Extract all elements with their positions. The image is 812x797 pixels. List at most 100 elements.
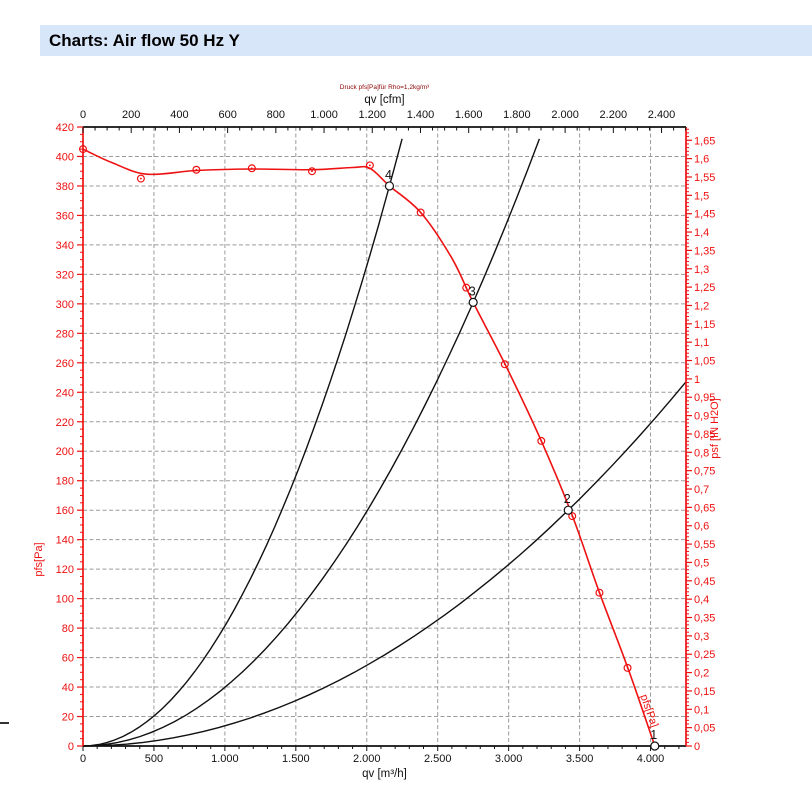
label: 260 (56, 358, 74, 370)
measured-point-dot (540, 440, 543, 442)
label: psf [IN H2O] (709, 398, 721, 459)
label: 2.000 (353, 753, 381, 765)
label: 0,8 (694, 447, 709, 459)
operating-point-marker (384, 181, 395, 191)
label: 800 (267, 109, 285, 121)
label: 200 (122, 109, 140, 121)
label: 4.000 (637, 753, 665, 765)
left-edge-mark (0, 722, 9, 724)
label: 0,1 (694, 704, 709, 716)
label: 0,45 (694, 576, 715, 588)
measured-point-dot (571, 515, 574, 517)
label: 2.000 (551, 109, 579, 121)
label: 240 (56, 387, 74, 399)
label: 3.500 (566, 753, 594, 765)
label: 1 (650, 728, 657, 742)
label: 0,2 (694, 668, 709, 680)
page-title: Charts: Air flow 50 Hz Y (40, 25, 812, 56)
label: 0 (68, 741, 74, 753)
label: 1.600 (455, 109, 483, 121)
label: 380 (56, 181, 74, 193)
measured-point-marker (568, 512, 577, 521)
measured-point-dot (503, 363, 506, 366)
measured-point-dot (311, 170, 313, 173)
label: 0,15 (694, 686, 715, 698)
measured-point-dot (465, 286, 468, 289)
gridlines (83, 127, 686, 746)
label: 100 (56, 594, 74, 606)
label: 0,85 (694, 429, 715, 441)
label: 1,4 (694, 227, 709, 239)
label: 1,25 (694, 282, 715, 294)
label: 40 (62, 682, 74, 694)
label: 20 (62, 712, 74, 724)
label: 0,55 (694, 539, 715, 551)
label: 1,1 (694, 337, 709, 349)
measured-point-marker (307, 167, 316, 176)
label: 200 (56, 446, 74, 458)
measured-point-marker (365, 161, 374, 170)
label: 2.200 (600, 109, 628, 121)
fan-curve: pfs[Pa] (78, 145, 660, 747)
label: 0,4 (694, 594, 709, 606)
label: 1,6 (694, 154, 709, 166)
label: 0,9 (694, 411, 709, 423)
operating-point-marker (563, 505, 573, 515)
label: qv [cfm] (364, 94, 404, 106)
label: 120 (56, 564, 74, 576)
label: 300 (56, 299, 74, 311)
label: 1.400 (407, 109, 435, 121)
measured-point-marker (247, 164, 256, 173)
measured-point-marker (537, 436, 546, 445)
left-axis: 0 20 40 60 80 100 120 140 160 180 200 220 240 260 280 3… (33, 122, 83, 753)
label: 1 (694, 374, 700, 386)
label: 140 (56, 535, 74, 547)
label: 420 (56, 122, 74, 134)
label: 2.400 (648, 109, 676, 121)
operating-point-marker (468, 297, 478, 307)
label: 1.500 (282, 753, 310, 765)
label: 80 (62, 623, 74, 635)
label: 1,05 (694, 356, 715, 368)
measured-point-marker (192, 165, 201, 174)
label: 0,3 (694, 631, 709, 643)
system-curve (82, 138, 541, 747)
label: 1,45 (694, 209, 715, 221)
measured-point-dot (626, 666, 629, 669)
system-curve (82, 138, 403, 747)
bottom-axis: 0 500 1.000 1.500 2.000 2.500 3.000 3.500 4.000 q… (80, 746, 680, 780)
label: 1,3 (694, 264, 709, 276)
label: 3.000 (495, 753, 523, 765)
label: 1.000 (310, 109, 338, 121)
fan-curve-line (82, 148, 656, 747)
label: 1.000 (211, 753, 239, 765)
label: 320 (56, 269, 74, 281)
label: 600 (218, 109, 236, 121)
label: 1,35 (694, 245, 715, 257)
label: 1.800 (503, 109, 531, 121)
label: 1,15 (694, 319, 715, 331)
page-title-text: Charts: Air flow 50 Hz Y (49, 31, 240, 50)
measured-point-dot (195, 168, 198, 171)
label: 360 (56, 210, 74, 222)
label: 0,35 (694, 613, 715, 625)
measured-point-dot (368, 164, 371, 167)
label: 1,5 (694, 190, 709, 202)
right-axis: 0 0,05 0,1 0,15 0,2 0,25 0,3 0,35 0,4 0,45 0,5 0,55… (686, 128, 721, 753)
label: 0,95 (694, 392, 715, 404)
measured-point-marker (623, 663, 632, 672)
measured-point-marker (500, 360, 509, 369)
system-resistance-curves (82, 138, 687, 747)
top-axis: 0 200 400 600 800 1.000 1.200 1.400 1.600 1.800 2.… (80, 84, 687, 133)
label: pfs[Pa] (33, 542, 45, 576)
operating-point-marker (650, 741, 660, 751)
label: 0,6 (694, 521, 709, 533)
label: 0 (80, 753, 86, 765)
label: 220 (56, 417, 74, 429)
label: 2 (564, 492, 571, 506)
label: 3 (469, 284, 476, 298)
label: 4 (385, 168, 392, 182)
system-curve (82, 381, 687, 747)
label: 60 (62, 653, 74, 665)
